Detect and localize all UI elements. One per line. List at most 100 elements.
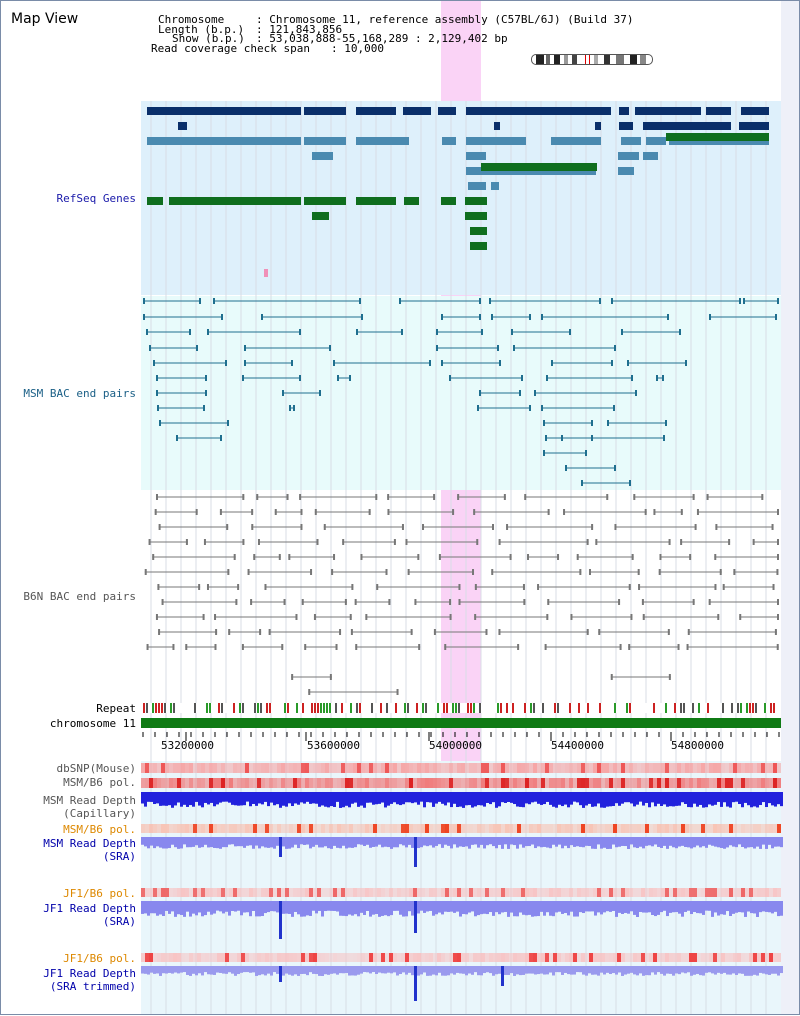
bac-end bbox=[365, 614, 368, 620]
read-depth-bar bbox=[588, 792, 591, 804]
polymorphism-cell bbox=[485, 763, 489, 773]
read-depth-bar bbox=[561, 901, 564, 914]
polymorphism-cell bbox=[221, 824, 225, 833]
polymorphism-cell bbox=[365, 778, 369, 788]
polymorphism-cell bbox=[697, 778, 701, 788]
read-depth-bar bbox=[759, 792, 762, 806]
bac-end bbox=[247, 569, 250, 575]
bac-end bbox=[146, 329, 148, 335]
bac-end bbox=[739, 614, 742, 620]
repeat-element bbox=[707, 703, 709, 713]
bac-end bbox=[333, 554, 336, 560]
polymorphism-cell bbox=[597, 824, 601, 833]
read-depth-bar bbox=[681, 901, 684, 917]
read-depth-bar bbox=[225, 837, 228, 848]
msm-b6-pol-sra-label[interactable]: MSM/B6 pol. bbox=[63, 823, 136, 836]
jf1-b6-pol-trim-label[interactable]: JF1/B6 pol. bbox=[63, 952, 136, 965]
read-depth-bar bbox=[513, 792, 516, 805]
jf1-depth-trim-label[interactable]: JF1 Read Depth bbox=[43, 967, 136, 980]
polymorphism-cell bbox=[449, 778, 453, 788]
polymorphism-cell bbox=[441, 888, 445, 897]
polymorphism-cell bbox=[209, 953, 213, 962]
read-depth-bar bbox=[480, 837, 483, 845]
bac-end bbox=[523, 599, 526, 605]
bac-end bbox=[399, 298, 401, 304]
polymorphism-cell bbox=[509, 888, 513, 897]
read-depth-spike bbox=[414, 901, 417, 933]
read-depth-bar bbox=[768, 837, 771, 845]
polymorphism-cell bbox=[541, 824, 545, 833]
read-depth-bar bbox=[144, 792, 147, 807]
read-depth-bar bbox=[627, 837, 630, 849]
read-depth-bar bbox=[705, 901, 708, 911]
msm-depth-sra-label[interactable]: MSM Read Depth bbox=[43, 837, 136, 850]
read-depth-bar bbox=[150, 901, 153, 914]
polymorphism-cell bbox=[229, 778, 233, 788]
polymorphism-cell bbox=[589, 778, 593, 788]
chromosome-ideogram-icon[interactable] bbox=[531, 54, 653, 65]
bac-end bbox=[202, 614, 205, 620]
dbsnp-track-label[interactable]: dbSNP(Mouse) bbox=[56, 762, 136, 775]
msm-b6-pol-label[interactable]: MSM/B6 pol. bbox=[63, 776, 136, 789]
b6n-bac-track-label[interactable]: B6N BAC end pairs bbox=[23, 590, 136, 603]
read-depth-bar bbox=[768, 901, 771, 913]
show-value: : 53,038,888-55,168,289 : 2,129,402 bp bbox=[256, 32, 508, 45]
polymorphism-cell bbox=[733, 888, 737, 897]
read-depth-bar bbox=[474, 966, 477, 973]
polymorphism-cell bbox=[709, 953, 713, 962]
read-depth-bar bbox=[366, 966, 369, 973]
read-depth-bar bbox=[486, 792, 489, 803]
read-depth-bar bbox=[240, 901, 243, 916]
polymorphism-cell bbox=[245, 953, 249, 962]
read-depth-bar bbox=[774, 966, 777, 974]
read-depth-bar bbox=[459, 837, 462, 847]
polymorphism-cell bbox=[181, 953, 185, 962]
read-depth-bar bbox=[447, 966, 450, 976]
read-depth-bar bbox=[588, 837, 591, 847]
polymorphism-cell bbox=[233, 763, 237, 773]
chromosome-track-label[interactable]: chromosome 11 bbox=[49, 717, 136, 730]
polymorphism-cell bbox=[605, 953, 609, 962]
bac-end bbox=[541, 405, 543, 411]
bac-end bbox=[692, 599, 695, 605]
bac-end bbox=[441, 314, 443, 320]
repeat-element bbox=[500, 703, 502, 713]
read-depth-bar bbox=[603, 901, 606, 913]
polymorphism-cell bbox=[429, 778, 433, 788]
read-depth-bar bbox=[141, 966, 144, 974]
bac-end bbox=[359, 298, 361, 304]
read-depth-bar bbox=[381, 837, 384, 848]
read-depth-bar bbox=[423, 837, 426, 846]
jf1-depth-sra-label[interactable]: JF1 Read Depth bbox=[43, 902, 136, 915]
repeat-track-label[interactable]: Repeat bbox=[96, 702, 136, 715]
polymorphism-cell bbox=[189, 888, 193, 897]
read-depth-bar bbox=[537, 901, 540, 917]
jf1-b6-pol-label[interactable]: JF1/B6 pol. bbox=[63, 887, 136, 900]
polymorphism-cell bbox=[497, 888, 501, 897]
polymorphism-cell bbox=[217, 763, 221, 773]
bac-end bbox=[198, 584, 201, 590]
read-depth-bar bbox=[615, 966, 618, 975]
refseq-track-label[interactable]: RefSeq Genes bbox=[56, 192, 136, 205]
read-depth-bar bbox=[222, 966, 225, 974]
bac-end bbox=[361, 314, 363, 320]
polymorphism-cell bbox=[289, 763, 293, 773]
polymorphism-cell bbox=[645, 763, 649, 773]
polymorphism-cell bbox=[345, 763, 349, 773]
read-depth-bar bbox=[198, 901, 201, 913]
bac-end bbox=[561, 435, 563, 441]
read-depth-bar bbox=[180, 837, 183, 849]
polymorphism-cell bbox=[537, 778, 541, 788]
read-depth-bar bbox=[570, 901, 573, 912]
bac-end bbox=[588, 569, 591, 575]
polymorphism-cell bbox=[445, 778, 449, 788]
msm-depth-capillary-label[interactable]: MSM Read Depth bbox=[43, 794, 136, 807]
read-depth-bar bbox=[264, 792, 267, 802]
read-depth-bar bbox=[387, 792, 390, 806]
read-depth-bar bbox=[480, 901, 483, 915]
polymorphism-cell bbox=[465, 763, 469, 773]
msm-bac-track-label[interactable]: MSM BAC end pairs bbox=[23, 387, 136, 400]
polymorphism-cell bbox=[353, 953, 357, 962]
vertical-scrollbar[interactable] bbox=[781, 1, 799, 1014]
